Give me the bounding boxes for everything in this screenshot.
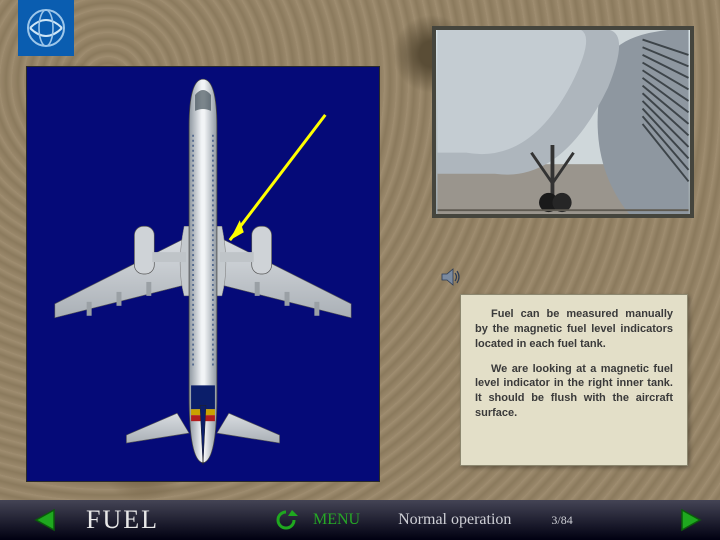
paragraph-2: We are looking at a magnetic fuel level … xyxy=(475,362,673,421)
aircraft-top-view-panel xyxy=(26,66,380,482)
engine-photo xyxy=(432,26,694,218)
paragraph-1: Fuel can be measured manually by the mag… xyxy=(475,307,673,352)
audio-icon[interactable] xyxy=(440,266,462,288)
menu-button[interactable]: MENU xyxy=(313,511,360,529)
mode-label: Normal operation xyxy=(398,511,511,529)
training-slide: Fuel can be measured manually by the mag… xyxy=(0,0,720,540)
footer-title: FUEL xyxy=(86,505,159,535)
footer-bar: FUEL MENU Normal operation 3/84 xyxy=(0,500,720,540)
next-button[interactable] xyxy=(676,505,706,535)
airline-logo xyxy=(18,0,74,56)
page-indicator: 3/84 xyxy=(551,513,572,528)
prev-button[interactable] xyxy=(30,505,60,535)
aircraft-top-view-illustration xyxy=(27,67,379,481)
reload-button[interactable] xyxy=(273,507,299,533)
description-text-panel: Fuel can be measured manually by the mag… xyxy=(460,294,688,466)
